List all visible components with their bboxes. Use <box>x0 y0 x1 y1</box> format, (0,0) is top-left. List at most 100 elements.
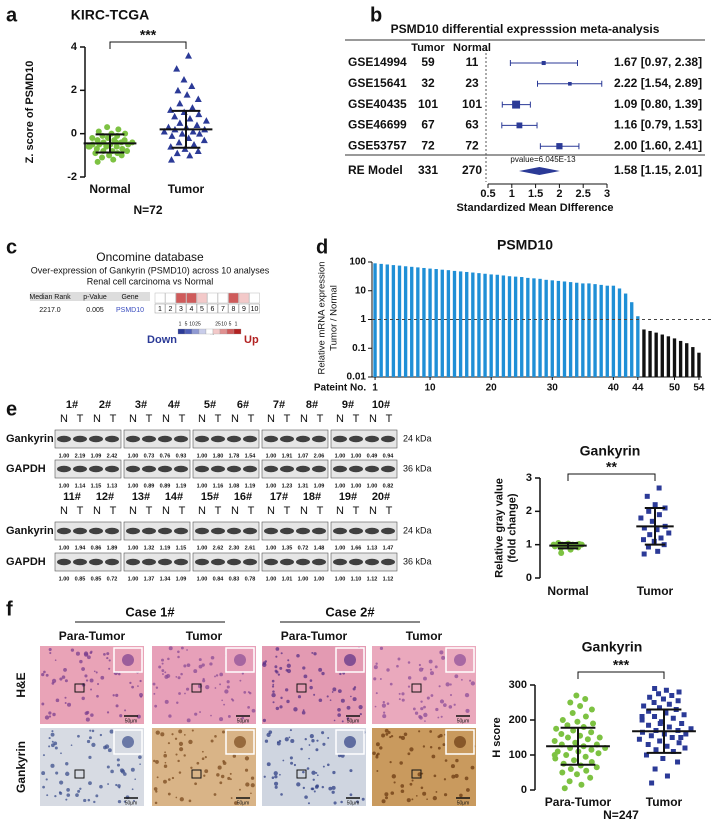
point <box>566 778 573 785</box>
nucleus <box>272 683 275 686</box>
point <box>175 138 183 146</box>
nucleus <box>309 679 313 682</box>
scale-swatch <box>205 328 214 335</box>
nucleus <box>42 754 45 757</box>
bar <box>422 267 426 377</box>
sd-whisker <box>557 542 579 550</box>
quant-label: 1.48 <box>314 545 325 551</box>
quant-label: 1.35 <box>282 545 293 551</box>
nucleus <box>117 799 122 804</box>
y-tick-label: 0 <box>71 128 77 140</box>
significance: *** <box>140 27 157 43</box>
band <box>195 435 209 443</box>
point <box>567 766 574 772</box>
nucleus <box>83 798 87 803</box>
point <box>572 739 579 746</box>
point <box>669 735 675 740</box>
band <box>264 558 278 566</box>
nucleus <box>219 683 222 686</box>
y-axis-label: Z. score of PSMD10 <box>24 61 36 164</box>
sample-label: 11# <box>63 491 81 503</box>
nucleus <box>372 751 376 756</box>
band <box>126 558 140 566</box>
nucleus <box>70 744 73 747</box>
nucleus <box>274 775 278 779</box>
point <box>551 738 558 744</box>
lane-label: T <box>353 413 360 425</box>
nucleus <box>115 693 119 697</box>
x-tick-label: 50 <box>669 383 681 394</box>
nucleus <box>177 759 180 763</box>
nucleus <box>420 700 423 703</box>
nucleus <box>349 769 353 773</box>
point <box>104 124 111 131</box>
inset-cell <box>454 654 466 666</box>
nucleus <box>129 681 132 684</box>
normal-n: 270 <box>462 163 482 177</box>
nucleus <box>308 744 311 746</box>
panel-label: a <box>6 4 18 26</box>
x-tick-label: 20 <box>486 383 498 394</box>
inset-cell <box>344 736 356 748</box>
nucleus <box>171 776 175 780</box>
rank-cell <box>217 292 229 304</box>
nucleus <box>164 751 166 754</box>
quant-label: 1.00 <box>314 576 325 582</box>
band <box>264 435 278 443</box>
point <box>675 759 681 765</box>
nucleus <box>280 793 283 796</box>
quant-label: 1.37 <box>144 576 155 582</box>
nucleus <box>55 771 59 775</box>
point <box>655 548 661 554</box>
rank-cell-label-box <box>238 303 250 314</box>
nucleus <box>100 675 105 680</box>
nucleus <box>322 765 325 768</box>
y-axis-label: Relative mRNA expression <box>317 262 328 375</box>
zoom-box <box>191 769 202 779</box>
significance-bracket <box>567 473 656 481</box>
nucleus <box>84 711 89 716</box>
nucleus <box>390 791 395 795</box>
nucleus <box>422 791 427 796</box>
bar <box>599 284 603 377</box>
quant-label: 1.47 <box>383 545 394 551</box>
scale-bar-label: 50μm <box>347 800 360 806</box>
band <box>73 527 87 535</box>
band <box>211 465 225 473</box>
significance-bracket <box>577 671 665 679</box>
point <box>202 117 210 124</box>
nucleus <box>391 774 397 779</box>
nucleus <box>379 646 384 650</box>
effect-label: 1.16 [0.79, 1.53] <box>614 118 702 132</box>
scale-bar-label: 50μm <box>457 718 470 724</box>
x-tick-label: 10 <box>424 383 436 394</box>
nucleus <box>390 734 394 738</box>
lane-label: T <box>248 505 255 517</box>
nucleus <box>398 692 401 695</box>
band <box>73 465 87 473</box>
nucleus <box>79 787 82 790</box>
nucleus <box>307 802 310 805</box>
nucleus <box>429 730 433 733</box>
nucleus <box>421 667 424 670</box>
lane-label: T <box>284 505 291 517</box>
nucleus <box>66 788 70 792</box>
category-label: Para-Tumor <box>545 795 612 809</box>
nucleus <box>460 678 463 681</box>
nucleus <box>297 695 302 699</box>
nucleus <box>161 658 164 662</box>
subtitle: Over-expression of Gankyrin (PSMD10) acr… <box>31 265 270 275</box>
nucleus <box>374 705 377 708</box>
lane-label: T <box>317 413 324 425</box>
band <box>57 558 71 566</box>
nucleus <box>221 699 223 702</box>
nucleus <box>209 662 213 666</box>
nucleus <box>163 753 168 758</box>
nucleus <box>420 707 424 711</box>
nucleus <box>290 738 295 744</box>
quant-label: 1.09 <box>91 453 102 459</box>
band <box>57 435 71 443</box>
bar <box>471 272 475 377</box>
nucleus <box>271 685 275 688</box>
normal-n: 63 <box>465 118 479 132</box>
